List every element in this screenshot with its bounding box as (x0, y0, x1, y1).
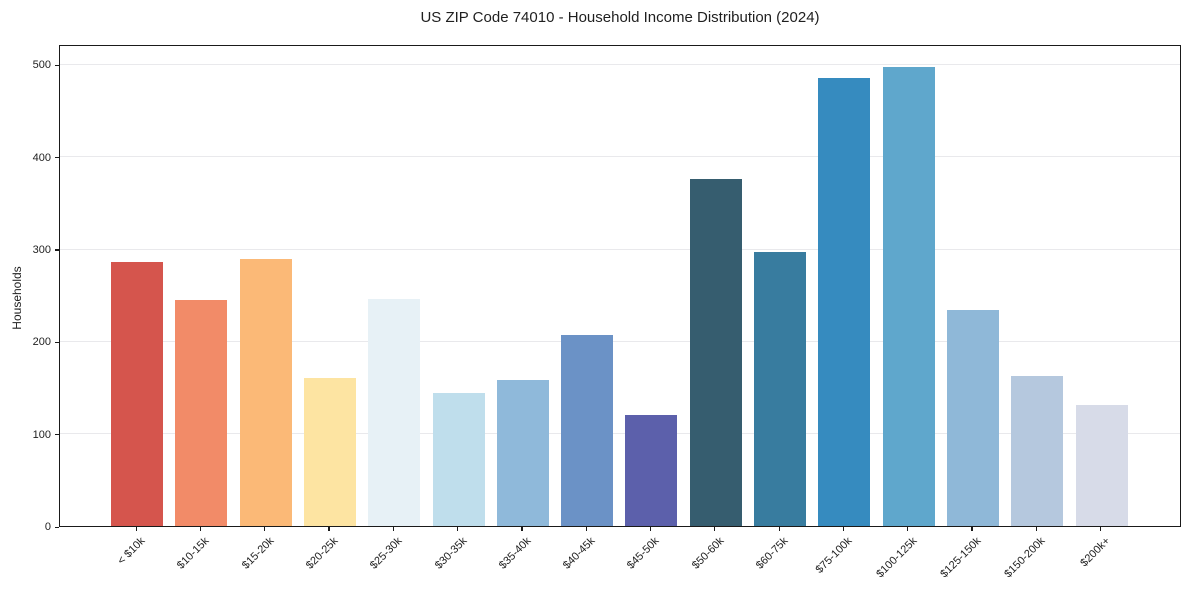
bar (818, 78, 871, 526)
x-tick (842, 527, 845, 531)
x-tick (714, 527, 716, 531)
x-tick-label: $15-20k (239, 535, 277, 572)
bar (175, 299, 228, 526)
x-tick (264, 527, 266, 531)
x-tick (392, 527, 394, 531)
x-tick (457, 527, 459, 531)
gridline (60, 433, 1180, 435)
x-tick (135, 527, 137, 531)
y-tick (55, 249, 59, 251)
bar (1011, 375, 1064, 526)
y-tick (55, 157, 59, 159)
x-tick-label: $100-125k (873, 535, 920, 581)
bar (303, 378, 356, 526)
y-axis-label: Households (10, 266, 24, 330)
y-tick-label: 100 (32, 428, 51, 441)
bar (754, 251, 806, 526)
x-tick-label: $20-25k (303, 535, 341, 572)
x-tick (778, 527, 780, 531)
bar (882, 67, 935, 526)
x-tick-label: $45-50k (625, 535, 662, 572)
x-tick-label: $10-15k (175, 535, 212, 572)
bar (432, 393, 485, 526)
y-tick-label: 500 (32, 59, 51, 72)
x-tick (907, 527, 909, 531)
bar (946, 309, 999, 526)
y-tick (55, 64, 59, 67)
y-tick-label: 300 (32, 243, 51, 256)
y-tick-label: 0 (44, 521, 51, 533)
x-tick-label: $40-45k (560, 535, 598, 572)
bar (625, 415, 678, 526)
x-tick (585, 527, 587, 531)
x-tick-label: $35-40k (496, 535, 534, 572)
gridline (60, 63, 1180, 65)
bar (496, 380, 549, 526)
bar (111, 261, 163, 526)
plot-area (59, 45, 1181, 527)
bar (561, 334, 614, 526)
gridline (60, 156, 1180, 158)
x-tick (328, 527, 330, 531)
bar (239, 259, 292, 526)
x-tick (1100, 527, 1102, 531)
x-tick (649, 527, 652, 531)
x-tick-label: $75-100k (813, 535, 855, 576)
chart-title: US ZIP Code 74010 - Household Income Dis… (420, 9, 820, 26)
y-tick (55, 341, 59, 344)
y-tick (55, 526, 59, 528)
x-tick-label: $125-150k (938, 535, 984, 581)
gridline (60, 340, 1180, 342)
x-tick-label: < $10k (115, 535, 148, 568)
x-tick (1035, 527, 1037, 531)
x-tick-label: $50-60k (689, 535, 727, 572)
x-tick-label: $150-200k (1002, 535, 1048, 581)
y-tick-label: 200 (32, 336, 51, 349)
bar (1075, 405, 1128, 526)
x-tick-label: $30-35k (432, 535, 469, 572)
gridline (60, 248, 1180, 250)
x-tick-label: $25-30k (368, 535, 405, 572)
x-tick (971, 527, 973, 531)
y-tick-label: 400 (32, 151, 51, 164)
bar (368, 298, 421, 526)
x-tick (521, 527, 523, 531)
x-tick-label: $200k+ (1077, 535, 1112, 570)
x-tick (199, 527, 202, 531)
x-tick-label: $60-75k (753, 535, 791, 572)
y-tick (55, 434, 59, 436)
bar (689, 178, 742, 526)
